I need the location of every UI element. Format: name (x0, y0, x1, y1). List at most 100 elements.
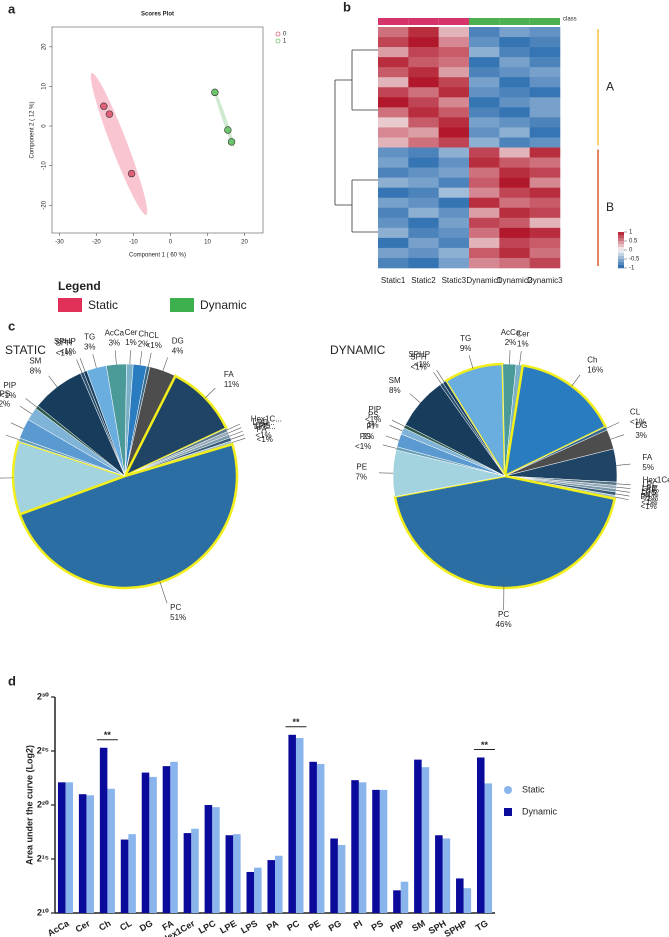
bar (288, 734, 296, 913)
bar (204, 805, 213, 913)
bar (246, 871, 255, 913)
heatmap-cell (408, 257, 439, 269)
slice-name: Ch (138, 329, 148, 338)
heatmap-cell (378, 217, 409, 229)
bar (128, 834, 136, 913)
class-bar (438, 18, 469, 25)
slice-value-label: <1% (642, 494, 658, 503)
heatmap-cell (408, 237, 439, 249)
slice-value-label: 2% (363, 432, 375, 441)
bar (233, 834, 241, 913)
heatmap-cell (408, 147, 439, 158)
slice-name: PC (170, 603, 181, 612)
slice-name: LPC... (252, 418, 274, 427)
x-tick-label: PA (265, 918, 281, 933)
slice-value-label: <1% (641, 502, 657, 511)
class-bar (408, 18, 439, 25)
slice-name: LPE (642, 484, 657, 493)
heatmap-cell (469, 207, 500, 219)
x-tick-label: PC (285, 918, 301, 933)
heatmap-cell (529, 207, 561, 219)
y-tick-label: 10 (42, 82, 48, 89)
color-key-step (618, 262, 624, 266)
leader-line (231, 438, 246, 443)
heatmap-cell (469, 87, 500, 98)
bar (421, 767, 430, 913)
leader-line (606, 422, 620, 429)
heatmap-cell (408, 227, 439, 239)
slice-value-label: <1% (630, 417, 646, 426)
heatmap-cell (438, 27, 470, 38)
heatmap-cell (529, 127, 561, 138)
bar (99, 747, 108, 913)
color-key-step (618, 244, 624, 248)
heatmap-cell (529, 197, 561, 209)
slice-value-label: 1% (517, 339, 529, 348)
heatmap-cell (499, 227, 530, 239)
x-tick-label: PIP (388, 918, 406, 934)
bar (267, 860, 275, 913)
color-key-step (618, 238, 624, 242)
slice-name: SPH (410, 352, 427, 361)
y-tick-label: -20 (42, 200, 48, 209)
leader-line (148, 352, 152, 367)
bar (225, 835, 234, 913)
heatmap-cell (378, 227, 409, 239)
heatmap-cell (499, 237, 530, 249)
leader-line (229, 430, 243, 437)
x-tick-label: PG (327, 918, 343, 933)
heatmap-cell (378, 87, 409, 98)
x-tick-label: TG (474, 918, 490, 933)
slice-value-label: <1% (642, 490, 658, 499)
x-tick-label: LPS (239, 918, 259, 935)
slice-name: TG (460, 334, 471, 343)
heatmap-cell (378, 247, 409, 259)
heatmap-cell (469, 117, 500, 128)
heatmap-cell (499, 197, 530, 209)
pie-slice (11, 439, 129, 516)
column-label: Dynamic3 (527, 276, 563, 285)
heatmap-cell (499, 67, 530, 78)
heatmap-cell (408, 197, 439, 209)
slice-name: PA (641, 492, 652, 501)
heatmap-cell (438, 67, 470, 78)
heatmap-cell (499, 177, 530, 188)
heatmap-cell (529, 77, 561, 88)
bar (358, 782, 367, 913)
slice-name: SM (389, 376, 401, 385)
heatmap-cell (378, 207, 409, 219)
heatmap-cell (499, 147, 530, 158)
heatmap-cell (408, 187, 439, 199)
bar (379, 789, 388, 913)
slice-value-label: <1% (56, 349, 72, 358)
heatmap-cell (529, 217, 561, 229)
bar (414, 759, 422, 913)
heatmap-cell (529, 247, 561, 259)
bar (149, 776, 157, 913)
heatmap-cell (469, 167, 500, 178)
y-axis-label: Component 2 ( 12 %) (30, 101, 36, 158)
slice-name: SPH (56, 339, 73, 348)
legend-label: Dynamic (522, 806, 558, 816)
heatmap-cell (529, 167, 561, 178)
x-tick-label: SPHP (443, 918, 469, 937)
heatmap-cell (438, 257, 470, 269)
leader-line (433, 372, 442, 384)
heatmap-cell (499, 257, 530, 269)
heatmap-cell (438, 147, 470, 158)
heatmap-cell (438, 77, 470, 88)
leader-line (571, 374, 581, 387)
slice-name: Cer (125, 328, 138, 337)
legend-label: 1 (283, 39, 287, 45)
slice-value-label: 8% (30, 366, 42, 375)
y-tick-label: 2¹⁰ (37, 907, 49, 917)
color-key-label: 1 (629, 230, 633, 236)
heatmap-cell (499, 217, 530, 229)
bar (316, 763, 325, 913)
panel-letter: b (343, 0, 351, 14)
leader-line (509, 350, 511, 365)
leader-line (391, 419, 405, 427)
column-label: Dynamic2 (497, 276, 533, 285)
bar (57, 782, 66, 913)
slice-value-label: 3% (84, 343, 96, 352)
